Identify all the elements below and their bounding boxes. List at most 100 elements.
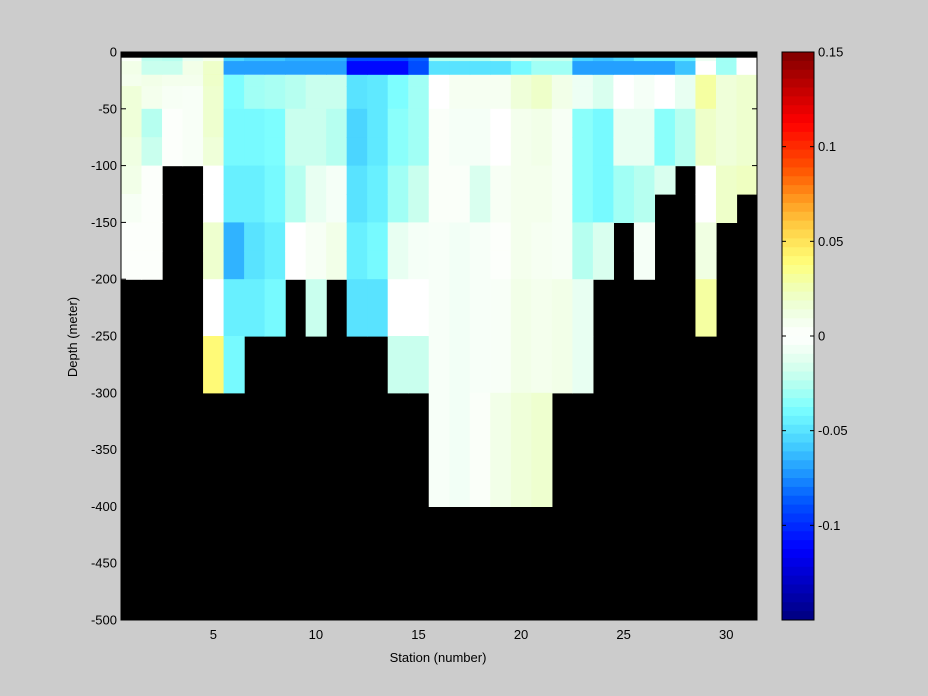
- heatmap-cell: [387, 52, 409, 64]
- heatmap-cell: [633, 108, 656, 138]
- heatmap-cell: [346, 61, 368, 75]
- heatmap-cell: [408, 108, 430, 138]
- heatmap-cell: [223, 279, 245, 337]
- heatmap-cell: [469, 74, 491, 87]
- heatmap-cell: [223, 222, 245, 252]
- heatmap-cell: [408, 279, 430, 337]
- heatmap-cell: [203, 108, 225, 138]
- colorbar-band: [782, 540, 814, 550]
- heatmap-cell: [695, 222, 717, 252]
- colorbar-band: [782, 602, 814, 612]
- heatmap-cell: [531, 74, 553, 87]
- colorbar-band: [782, 398, 814, 408]
- heatmap-cell: [469, 250, 491, 280]
- y-tick-label: -50: [98, 101, 117, 116]
- heatmap-cell: [203, 61, 225, 75]
- heatmap-cell: [633, 61, 656, 75]
- heatmap-cell: [551, 279, 573, 337]
- heatmap-cell: [203, 279, 225, 337]
- heatmap-cell: [469, 52, 491, 64]
- heatmap-cell: [182, 74, 204, 87]
- heatmap-cell: [449, 137, 471, 167]
- heatmap-cell: [141, 165, 163, 195]
- colorbar-band: [782, 557, 814, 568]
- heatmap-cell: [613, 61, 635, 75]
- heatmap-cell: [469, 137, 491, 167]
- heatmap-cell: [469, 61, 491, 75]
- heatmap-cell: [551, 61, 573, 75]
- heatmap-cell: [162, 74, 184, 87]
- heatmap-cell: [408, 52, 430, 64]
- colorbar-band: [782, 611, 814, 621]
- heatmap-cell: [469, 108, 491, 138]
- heatmap-cell: [449, 279, 471, 337]
- heatmap-cell: [510, 137, 532, 167]
- heatmap-cell: [162, 108, 184, 138]
- colorbar-band: [782, 247, 814, 257]
- heatmap-cell: [203, 52, 225, 64]
- heatmap-cell: [674, 52, 697, 64]
- heatmap-cell: [408, 86, 430, 110]
- heatmap-cell: [408, 250, 430, 280]
- colorbar-band: [782, 531, 814, 541]
- heatmap-cell: [387, 61, 409, 75]
- heatmap-cell: [141, 74, 163, 87]
- heatmap-cell: [510, 250, 532, 280]
- heatmap-cell: [346, 194, 368, 223]
- colorbar-band: [782, 140, 814, 151]
- heatmap-cell: [223, 61, 245, 75]
- heatmap-cell: [346, 165, 368, 195]
- colorbar-band: [782, 327, 814, 337]
- heatmap-cell: [121, 74, 143, 87]
- heatmap-cell: [346, 279, 368, 337]
- y-tick-label: -150: [91, 215, 117, 230]
- colorbar-band: [782, 309, 814, 319]
- heatmap-cell: [182, 61, 204, 75]
- heatmap-cell: [613, 194, 635, 223]
- heatmap-cell: [264, 52, 286, 64]
- heatmap-cell: [367, 74, 389, 87]
- heatmap-cell: [449, 108, 471, 138]
- heatmap-cell: [428, 108, 450, 138]
- colorbar-band: [782, 194, 814, 204]
- heatmap-cell: [695, 137, 717, 167]
- heatmap-cell: [510, 165, 532, 195]
- heatmap-cell: [244, 137, 266, 167]
- heatmap-cell: [510, 52, 532, 64]
- heatmap-cell: [715, 74, 738, 87]
- colorbar-band: [782, 300, 814, 310]
- heatmap-cell: [715, 194, 738, 223]
- y-tick-label: -500: [91, 613, 117, 628]
- colorbar-tick-label: 0.1: [818, 139, 836, 154]
- colorbar-band: [782, 318, 814, 328]
- heatmap-cell: [633, 250, 656, 280]
- colorbar-band: [782, 389, 814, 399]
- heatmap-cell: [531, 165, 553, 195]
- colorbar-band: [782, 87, 814, 97]
- heatmap-cell: [223, 137, 245, 167]
- heatmap-cell: [141, 222, 163, 252]
- colorbar-tick-label: 0.05: [818, 234, 843, 249]
- heatmap-cell: [428, 250, 450, 280]
- heatmap-cell: [531, 336, 553, 394]
- colorbar-band: [782, 593, 814, 603]
- heatmap-cell: [736, 61, 758, 75]
- heatmap-cell: [428, 336, 450, 394]
- colorbar-band: [782, 167, 814, 177]
- heatmap-cell: [449, 165, 471, 195]
- heatmap-cell: [695, 74, 717, 87]
- heatmap-cell: [223, 336, 245, 394]
- heatmap-cell: [285, 61, 307, 75]
- heatmap-cell: [654, 61, 676, 75]
- heatmap-cell: [592, 165, 614, 195]
- colorbar-band: [782, 114, 814, 124]
- heatmap-cell: [531, 61, 553, 75]
- colorbar-band: [782, 513, 814, 523]
- heatmap-cell: [387, 222, 409, 252]
- heatmap-cell: [305, 194, 327, 223]
- heatmap-cell: [674, 108, 697, 138]
- heatmap-cell: [510, 86, 532, 110]
- heatmap-cell: [264, 108, 286, 138]
- heatmap-cell: [346, 250, 368, 280]
